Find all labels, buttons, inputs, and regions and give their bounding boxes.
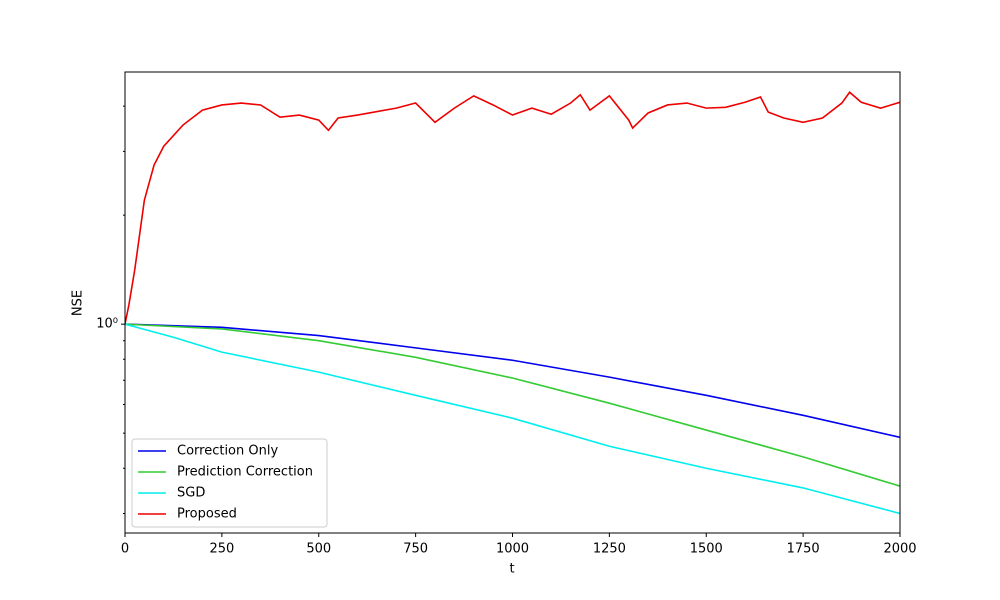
x-tick-label: 1500 — [690, 542, 723, 557]
legend-label: SGD — [177, 486, 205, 501]
legend-label: Prediction Correction — [177, 465, 313, 480]
x-tick-label: 1750 — [787, 542, 820, 557]
series-line — [125, 323, 900, 439]
x-tick-label: 500 — [306, 542, 331, 557]
y-tick-label: 10⁰ — [96, 317, 118, 332]
x-tick-label: 1250 — [593, 542, 626, 557]
y-axis-label: NSE — [71, 290, 86, 316]
x-tick-label: 2000 — [883, 542, 916, 557]
series-line — [125, 91, 900, 325]
plot-frame — [124, 71, 901, 534]
x-tick-label: 0 — [121, 542, 129, 557]
legend-label: Proposed — [177, 507, 237, 522]
legend-label: Correction Only — [177, 444, 278, 459]
series-line — [125, 323, 900, 487]
x-tick-label: 250 — [209, 542, 234, 557]
x-axis-label: t — [509, 562, 514, 577]
series-line — [125, 323, 900, 515]
x-tick-label: 750 — [403, 542, 428, 557]
x-tick-label: 1000 — [496, 542, 529, 557]
legend-box — [131, 438, 328, 528]
